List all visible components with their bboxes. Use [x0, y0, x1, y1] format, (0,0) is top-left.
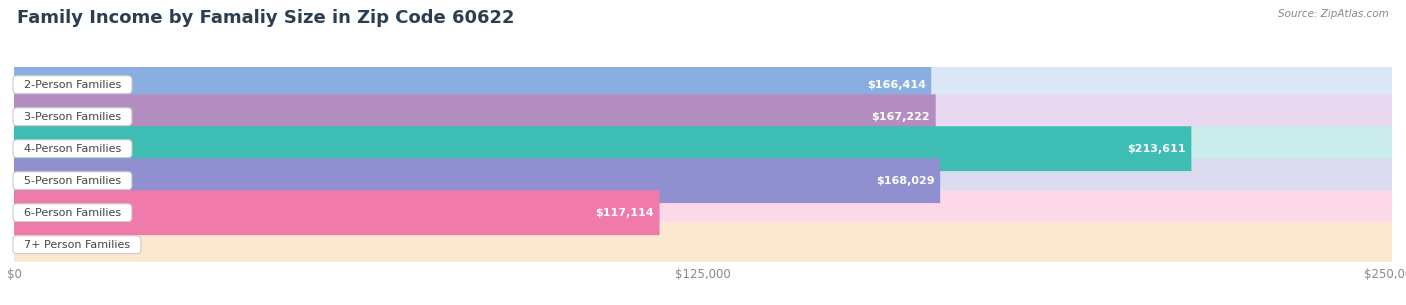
Text: Source: ZipAtlas.com: Source: ZipAtlas.com — [1278, 9, 1389, 19]
FancyBboxPatch shape — [14, 126, 1392, 171]
FancyBboxPatch shape — [14, 222, 1392, 267]
Text: Family Income by Famaliy Size in Zip Code 60622: Family Income by Famaliy Size in Zip Cod… — [17, 9, 515, 27]
Text: 5-Person Families: 5-Person Families — [17, 176, 128, 186]
Text: $167,222: $167,222 — [872, 112, 931, 122]
FancyBboxPatch shape — [14, 126, 1191, 171]
Text: $213,611: $213,611 — [1128, 144, 1185, 154]
Text: 6-Person Families: 6-Person Families — [17, 208, 128, 218]
FancyBboxPatch shape — [14, 190, 1392, 235]
Text: $117,114: $117,114 — [595, 208, 654, 218]
Text: 4-Person Families: 4-Person Families — [17, 144, 128, 154]
Text: 2-Person Families: 2-Person Families — [17, 80, 128, 90]
FancyBboxPatch shape — [14, 62, 931, 107]
FancyBboxPatch shape — [14, 62, 1392, 107]
FancyBboxPatch shape — [14, 94, 1392, 139]
Text: 7+ Person Families: 7+ Person Families — [17, 240, 136, 250]
Text: $0: $0 — [45, 240, 59, 250]
FancyBboxPatch shape — [14, 190, 659, 235]
FancyBboxPatch shape — [14, 158, 1392, 203]
Text: $166,414: $166,414 — [866, 80, 925, 90]
Text: 3-Person Families: 3-Person Families — [17, 112, 128, 122]
FancyBboxPatch shape — [14, 94, 936, 139]
FancyBboxPatch shape — [14, 158, 941, 203]
Text: $168,029: $168,029 — [876, 176, 935, 186]
